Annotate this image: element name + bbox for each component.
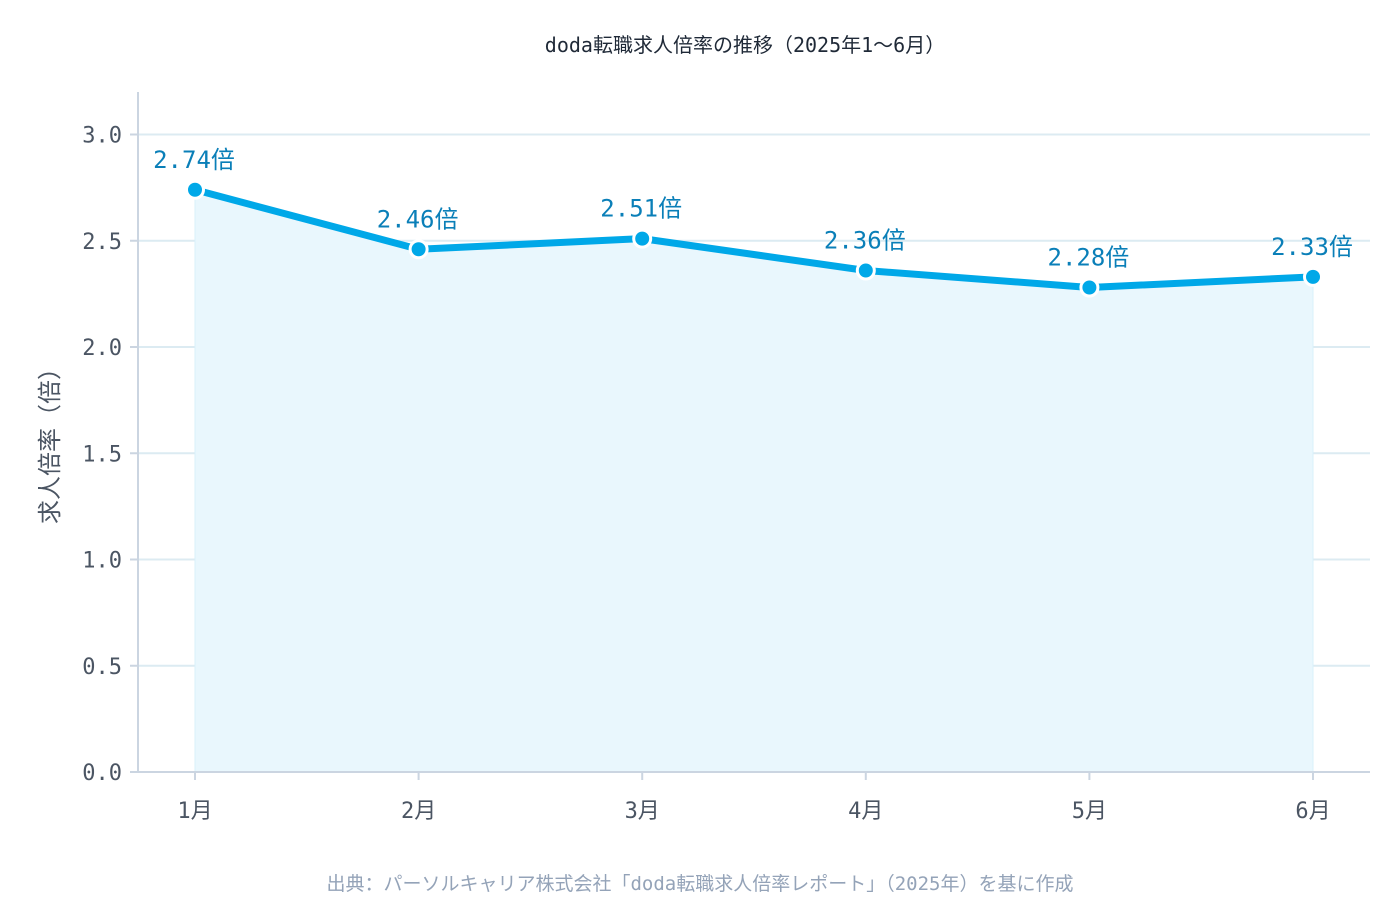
y-tick-label-2: 1.0: [82, 549, 122, 574]
x-tick-label-4: 5月: [1072, 799, 1107, 824]
y-tick-label-0: 0.0: [82, 761, 122, 786]
y-tick-label-4: 2.0: [82, 336, 122, 361]
x-tick-label-1: 2月: [401, 799, 436, 824]
y-axis-label: 求人倍率（倍）: [36, 356, 64, 524]
chart-title: doda転職求人倍率の推移（2025年1〜6月）: [545, 33, 945, 57]
data-label-3: 2.36倍: [824, 227, 906, 255]
x-tick-label-2: 3月: [625, 799, 660, 824]
data-label-2: 2.51倍: [600, 195, 682, 223]
data-point-4: [1079, 277, 1100, 298]
y-tick-label-1: 0.5: [82, 655, 122, 680]
y-tick-label-6: 3.0: [82, 124, 122, 149]
x-tick-label-5: 6月: [1295, 799, 1330, 824]
data-label-1: 2.46倍: [377, 205, 459, 233]
area-fill: [194, 189, 1314, 773]
y-axis-ticks: 0.0 0.5 1.0 1.5 2.0 2.5 3.0: [82, 124, 138, 786]
x-tick-label-0: 1月: [177, 799, 212, 824]
data-point-2: [632, 228, 653, 249]
series-line: [191, 186, 1317, 291]
y-tick-label-3: 1.5: [82, 442, 122, 467]
data-points: [185, 179, 1323, 298]
data-point-3: [855, 260, 876, 281]
x-axis-ticks: 1月 2月 3月 4月 5月 6月: [177, 772, 1331, 824]
data-point-5: [1303, 266, 1323, 287]
data-labels: 2.74倍 2.46倍 2.51倍 2.36倍 2.28倍 2.33倍: [153, 146, 1353, 272]
data-label-4: 2.28倍: [1048, 244, 1130, 272]
data-label-5: 2.33倍: [1271, 233, 1353, 261]
data-point-1: [408, 239, 429, 260]
y-tick-label-5: 2.5: [82, 230, 122, 255]
data-point-0: [185, 179, 205, 200]
source-note: 出典：パーソルキャリア株式会社「doda転職求人倍率レポート」（2025年）を基…: [326, 873, 1073, 895]
data-label-0: 2.74倍: [153, 146, 235, 174]
x-tick-label-3: 4月: [848, 799, 883, 824]
